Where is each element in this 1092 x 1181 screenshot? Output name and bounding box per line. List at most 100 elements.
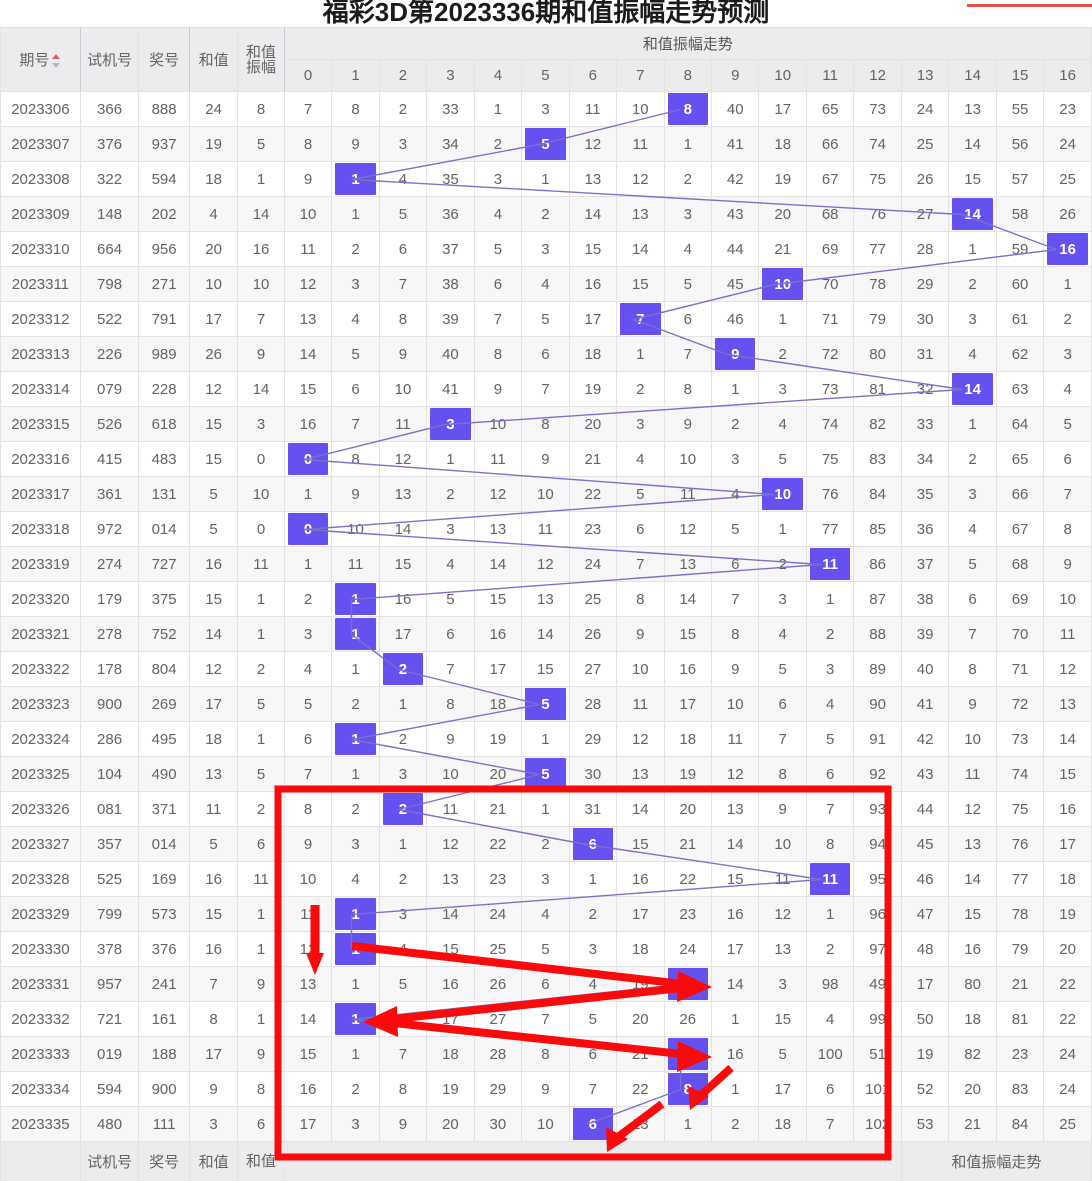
trend-chip: 6	[572, 828, 614, 860]
trend-cell: 4	[805, 1001, 855, 1037]
th-award-number[interactable]: 奖号	[138, 27, 190, 92]
trend-cell: 26	[568, 616, 618, 652]
row-issue[interactable]: 2023306	[0, 91, 81, 127]
row-issue[interactable]: 2023321	[0, 616, 81, 652]
trend-cell: 76	[995, 826, 1045, 862]
trend-cell: 8	[378, 1071, 428, 1107]
row-issue[interactable]: 2023313	[0, 336, 81, 372]
trend-cell: 40	[426, 336, 475, 372]
row-issue[interactable]: 2023319	[0, 546, 81, 582]
th-col-3[interactable]: 3	[426, 59, 475, 92]
trend-chip: 0	[287, 513, 329, 545]
row-issue[interactable]: 2023326	[0, 791, 81, 827]
row-test-number: 972	[79, 511, 140, 547]
th-col-13[interactable]: 13	[900, 59, 950, 92]
row-issue[interactable]: 2023325	[0, 756, 81, 792]
trend-cell: 7	[616, 546, 665, 582]
th-col-7[interactable]: 7	[616, 59, 665, 92]
row-amplitude: 1	[237, 721, 285, 757]
row-issue[interactable]: 2023334	[0, 1071, 81, 1107]
table-row: 2023330 378 376 16 1 12 1 4 15 25 5 3 18 24 17 13 2 97 48 1…	[0, 931, 1092, 967]
th-col-10[interactable]: 10	[758, 59, 807, 92]
row-issue[interactable]: 2023333	[0, 1036, 81, 1072]
row-issue[interactable]: 2023329	[0, 896, 81, 932]
row-issue[interactable]: 2023312	[0, 301, 81, 337]
trend-cell: 1	[473, 91, 523, 127]
th-sum[interactable]: 和值	[188, 27, 239, 92]
row-issue[interactable]: 2023307	[0, 126, 81, 162]
trend-cell: 24	[473, 896, 523, 932]
trend-cell: 7	[473, 301, 523, 337]
row-test-number: 799	[79, 896, 140, 932]
row-issue[interactable]: 2023330	[0, 931, 81, 967]
th-col-8[interactable]: 8	[663, 59, 713, 92]
row-issue[interactable]: 2023314	[0, 371, 81, 407]
row-issue[interactable]: 2023331	[0, 966, 81, 1002]
trend-cell-highlighted: 1	[331, 896, 380, 932]
th-col-6[interactable]: 6	[568, 59, 618, 92]
th-col-14[interactable]: 14	[948, 59, 997, 92]
row-issue[interactable]: 2023335	[0, 1106, 81, 1142]
table-row: 2023324 286 495 18 1 6 1 2 9 19 1 29 12 18 11 7 5 91 42 10 7…	[0, 721, 1092, 757]
trend-cell: 13	[283, 301, 333, 337]
th-col-12[interactable]: 12	[853, 59, 902, 92]
row-issue[interactable]: 2023310	[0, 231, 81, 267]
th-col-11[interactable]: 11	[805, 59, 855, 92]
row-issue[interactable]: 2023308	[0, 161, 81, 197]
trend-cell: 1	[758, 301, 807, 337]
trend-cell: 4	[331, 861, 380, 897]
th-col-2[interactable]: 2	[378, 59, 428, 92]
trend-cell: 8	[1043, 511, 1092, 547]
row-issue[interactable]: 2023320	[0, 581, 81, 617]
th-col-4[interactable]: 4	[473, 59, 523, 92]
row-issue[interactable]: 2023316	[0, 441, 81, 477]
th-col-9[interactable]: 9	[710, 59, 760, 92]
th-issue[interactable]: 期号	[0, 27, 81, 92]
trend-cell: 17	[473, 651, 523, 687]
row-issue[interactable]: 2023332	[0, 1001, 81, 1037]
trend-cell: 19	[568, 371, 618, 407]
th-amplitude[interactable]: 和值 振幅	[237, 27, 285, 92]
row-issue[interactable]: 2023318	[0, 511, 81, 547]
trend-cell: 6	[758, 686, 807, 722]
trend-cell: 10	[616, 91, 665, 127]
trend-cell: 10	[521, 1106, 570, 1142]
row-issue[interactable]: 2023311	[0, 266, 81, 302]
th-col-1[interactable]: 1	[331, 59, 380, 92]
trend-cell: 26	[900, 161, 950, 197]
trend-cell: 9	[473, 371, 523, 407]
trend-cell: 75	[995, 791, 1045, 827]
sort-arrows-icon[interactable]	[52, 54, 61, 69]
trend-cell: 12	[521, 546, 570, 582]
trend-cell: 34	[426, 126, 475, 162]
trend-cell: 18	[473, 686, 523, 722]
trend-cell: 81	[853, 371, 902, 407]
th-col-15[interactable]: 15	[995, 59, 1045, 92]
th-test-number[interactable]: 试机号	[79, 27, 140, 92]
row-issue[interactable]: 2023315	[0, 406, 81, 442]
row-issue[interactable]: 2023328	[0, 861, 81, 897]
trend-cell: 4	[378, 931, 428, 967]
trend-cell: 2	[805, 931, 855, 967]
trend-cell: 17	[283, 1106, 333, 1142]
trend-cell: 94	[853, 826, 902, 862]
row-issue[interactable]: 2023323	[0, 686, 81, 722]
row-issue[interactable]: 2023324	[0, 721, 81, 757]
th-col-0[interactable]: 0	[283, 59, 333, 92]
row-award-number: 228	[138, 371, 190, 407]
row-issue[interactable]: 2023322	[0, 651, 81, 687]
row-award-number: 014	[138, 511, 190, 547]
tf-sum: 和值	[188, 1141, 239, 1181]
th-col-5[interactable]: 5	[521, 59, 570, 92]
trend-cell: 22	[1043, 1001, 1092, 1037]
trend-cell: 29	[900, 266, 950, 302]
trend-cell: 87	[853, 581, 902, 617]
row-issue[interactable]: 2023327	[0, 826, 81, 862]
row-issue[interactable]: 2023309	[0, 196, 81, 232]
trend-cell: 15	[426, 931, 475, 967]
row-issue[interactable]: 2023317	[0, 476, 81, 512]
th-col-16[interactable]: 16	[1043, 59, 1092, 92]
row-sum: 16	[188, 546, 239, 582]
trend-cell: 8	[805, 826, 855, 862]
trend-cell: 14	[710, 826, 760, 862]
